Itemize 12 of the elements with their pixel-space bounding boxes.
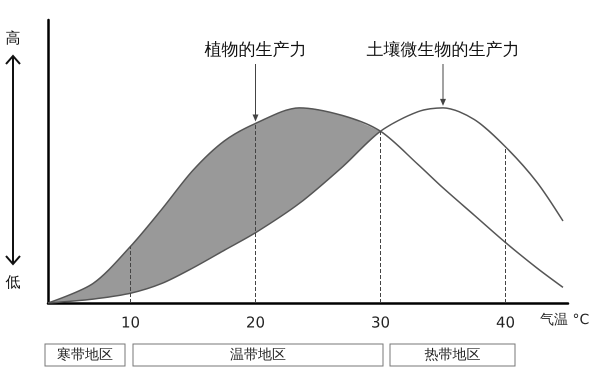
text: 高 [6, 29, 20, 47]
x-tick-label: 40 [496, 314, 516, 332]
text: 温带地区 [230, 347, 286, 363]
text: 热带地区 [424, 347, 480, 363]
annotation: 植物的生产力 [204, 40, 306, 60]
annotation: 土壤微生物的生产力 [366, 40, 520, 60]
text: 寒带地区 [57, 347, 113, 363]
x-tick-label: 10 [120, 314, 140, 332]
x-axis-title: 气温 °C [540, 312, 590, 328]
text: 低 [6, 273, 20, 291]
x-tick-label: 20 [246, 314, 266, 332]
x-tick-label: 30 [370, 314, 390, 332]
